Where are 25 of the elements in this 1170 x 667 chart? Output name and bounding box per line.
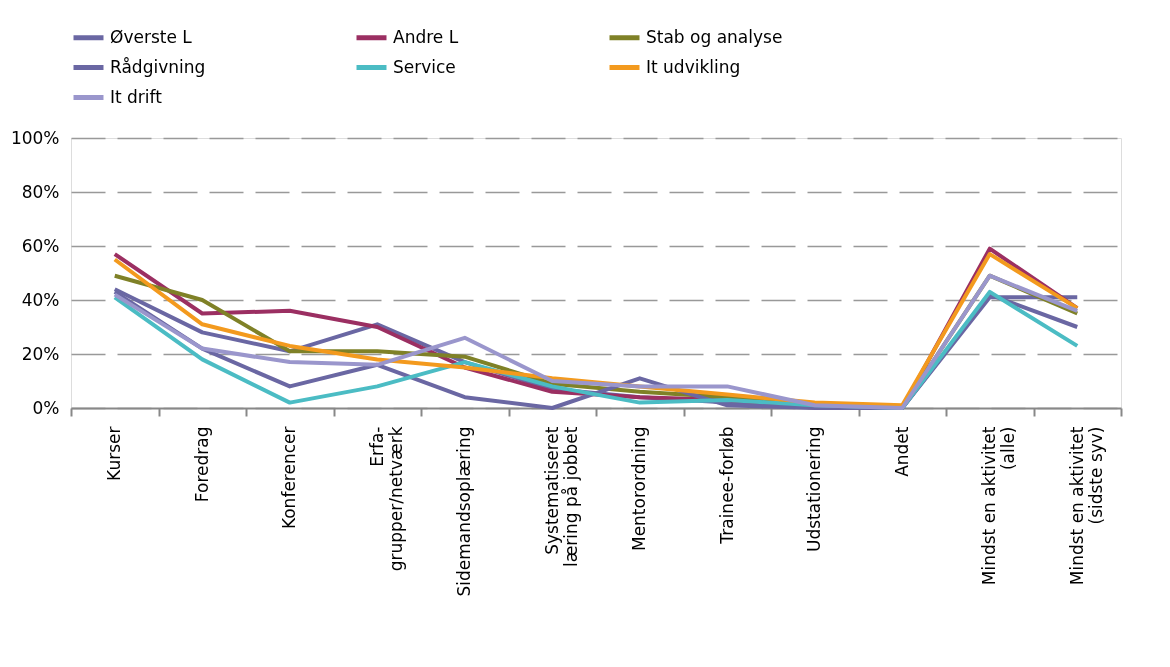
- legend-label: Øverste L: [110, 26, 193, 47]
- legend-label: Service: [393, 56, 456, 77]
- legend-label: Andre L: [393, 26, 459, 47]
- legend-label: It drift: [110, 86, 163, 107]
- x-tick-label: Trainee-forløb: [716, 426, 737, 545]
- y-tick-label: 20%: [21, 343, 60, 364]
- x-tick-label: Kurser: [104, 426, 125, 481]
- x-tick-label: Udstationering: [804, 426, 825, 552]
- x-tick-label: Erfa- grupper/netværk: [366, 426, 406, 572]
- x-tick-label: Sidemandsoplæring: [454, 426, 475, 597]
- legend-label: It udvikling: [646, 56, 741, 77]
- x-tick-label: Mindst en aktivitet (alle): [979, 426, 1019, 586]
- y-tick-label: 80%: [21, 181, 60, 202]
- x-tick-label: Mentorordning: [629, 426, 650, 552]
- y-tick-label: 0%: [32, 397, 60, 418]
- y-tick-label: 100%: [10, 127, 60, 148]
- x-tick-label: Andet: [891, 426, 912, 477]
- legend-label: Rådgivning: [110, 56, 206, 77]
- legend-label: Stab og analyse: [646, 26, 783, 47]
- x-tick-label: Konferencer: [279, 426, 300, 530]
- y-tick-label: 40%: [21, 289, 60, 310]
- x-tick-label: Foredrag: [191, 426, 212, 503]
- x-tick-label: Mindst en aktivitet (sidste syv): [1066, 426, 1106, 586]
- x-tick-label: Systematiseret læring på jobbet: [541, 426, 581, 568]
- y-tick-label: 60%: [21, 235, 60, 256]
